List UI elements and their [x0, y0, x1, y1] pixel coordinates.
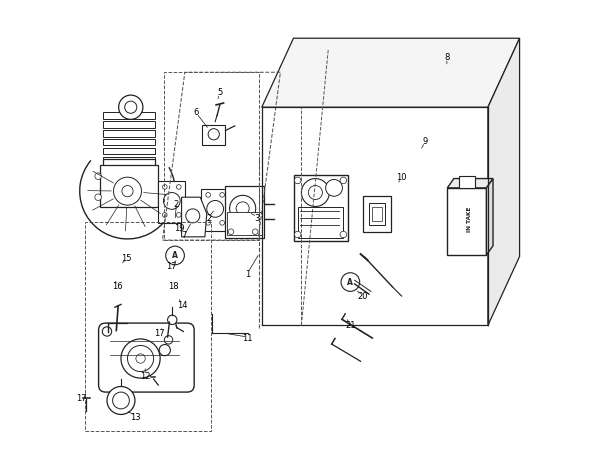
Bar	[458, 176, 475, 188]
Text: 2: 2	[206, 214, 212, 223]
Bar	[103, 148, 155, 154]
Circle shape	[207, 200, 224, 217]
Circle shape	[164, 336, 173, 344]
Circle shape	[121, 339, 160, 378]
Bar	[298, 207, 343, 238]
Circle shape	[301, 179, 329, 206]
Text: 20: 20	[358, 292, 368, 301]
Bar	[103, 130, 155, 136]
Circle shape	[340, 177, 347, 184]
Circle shape	[163, 212, 167, 217]
Text: 12: 12	[140, 372, 151, 381]
Circle shape	[113, 392, 130, 409]
Circle shape	[95, 173, 101, 180]
Bar	[103, 159, 155, 168]
Circle shape	[208, 129, 220, 140]
Text: 6: 6	[194, 108, 199, 117]
Circle shape	[186, 209, 200, 223]
Polygon shape	[448, 179, 493, 188]
Text: IN TAKE: IN TAKE	[467, 206, 472, 232]
Bar	[372, 207, 382, 220]
Text: 11: 11	[242, 333, 253, 342]
Bar	[226, 187, 263, 238]
Bar	[103, 139, 155, 145]
Circle shape	[125, 101, 137, 113]
Circle shape	[167, 315, 177, 325]
Circle shape	[166, 246, 184, 265]
Circle shape	[228, 229, 234, 234]
Text: 5: 5	[217, 88, 223, 97]
Text: 1: 1	[245, 270, 250, 279]
Bar	[363, 196, 391, 232]
Circle shape	[343, 274, 355, 286]
Text: 21: 21	[345, 321, 356, 330]
Text: 16: 16	[112, 282, 122, 291]
Bar	[294, 175, 347, 241]
Circle shape	[230, 195, 256, 221]
Bar	[158, 182, 185, 223]
Circle shape	[136, 354, 145, 363]
Text: 18: 18	[168, 282, 179, 291]
Circle shape	[206, 220, 211, 225]
Circle shape	[163, 193, 180, 209]
Bar	[85, 222, 211, 431]
Circle shape	[236, 202, 249, 215]
Circle shape	[107, 386, 135, 415]
Text: 17: 17	[166, 262, 177, 271]
Polygon shape	[448, 188, 487, 255]
Bar	[202, 125, 226, 144]
Circle shape	[253, 229, 258, 234]
Circle shape	[163, 185, 167, 189]
Circle shape	[220, 220, 224, 225]
Circle shape	[295, 177, 301, 184]
Circle shape	[340, 231, 347, 238]
Text: 17: 17	[154, 329, 164, 338]
Text: 19: 19	[175, 224, 185, 234]
Text: 14: 14	[177, 301, 188, 310]
Text: 7: 7	[182, 231, 187, 240]
Circle shape	[308, 186, 322, 199]
Text: 2: 2	[174, 200, 179, 209]
Polygon shape	[182, 197, 207, 237]
Text: 8: 8	[444, 53, 449, 62]
Polygon shape	[262, 38, 520, 107]
Circle shape	[176, 212, 181, 217]
Bar	[164, 72, 259, 240]
Text: 17: 17	[76, 394, 87, 403]
Circle shape	[95, 194, 101, 200]
Circle shape	[206, 193, 211, 197]
Circle shape	[127, 346, 154, 371]
FancyBboxPatch shape	[98, 323, 194, 392]
Bar	[103, 121, 155, 128]
Circle shape	[295, 231, 301, 238]
Circle shape	[326, 180, 343, 196]
Text: 15: 15	[121, 254, 132, 263]
Text: 3: 3	[254, 214, 260, 223]
Bar	[368, 203, 385, 225]
Polygon shape	[487, 179, 493, 255]
Circle shape	[119, 95, 143, 119]
Circle shape	[103, 327, 112, 336]
Bar	[227, 212, 262, 234]
Polygon shape	[488, 38, 520, 325]
Circle shape	[113, 177, 142, 205]
Text: 10: 10	[397, 173, 407, 182]
Text: 13: 13	[131, 413, 141, 422]
Circle shape	[220, 193, 224, 197]
Circle shape	[341, 273, 359, 291]
Text: A: A	[347, 278, 353, 287]
Bar	[201, 189, 228, 231]
Text: 9: 9	[422, 137, 428, 146]
Bar	[103, 157, 155, 163]
Bar	[100, 165, 158, 206]
Circle shape	[122, 186, 133, 197]
Text: A: A	[172, 251, 178, 260]
Circle shape	[176, 185, 181, 189]
Bar	[103, 113, 155, 119]
Circle shape	[159, 345, 170, 356]
